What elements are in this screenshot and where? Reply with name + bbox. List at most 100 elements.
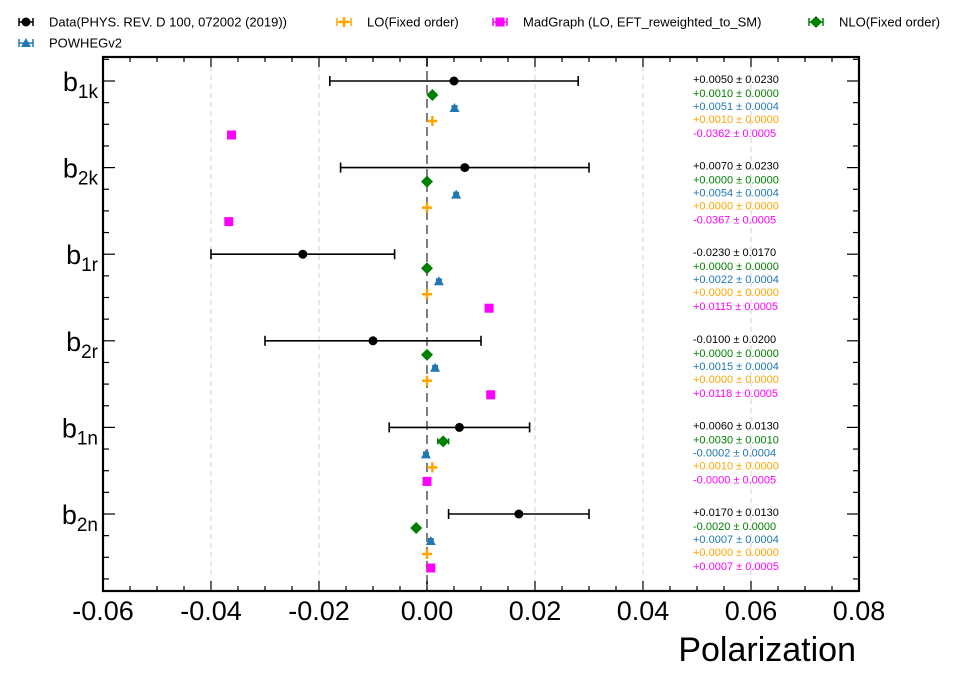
legend-item: MadGraph (LO, EFT_reweighted_to_SM)	[492, 15, 761, 30]
data-point	[410, 522, 423, 534]
legend-label: MadGraph (LO, EFT_reweighted_to_SM)	[523, 15, 761, 30]
data-point	[421, 262, 433, 275]
legend-item: Data(PHYS. REV. D 100, 072002 (2019))	[18, 15, 287, 30]
legend-marker	[495, 17, 505, 27]
point-marker	[227, 130, 237, 140]
data-point	[449, 103, 460, 112]
point-marker	[433, 276, 444, 286]
x-tick-label: -0.02	[288, 596, 350, 626]
data-point	[421, 175, 433, 188]
data-point	[210, 249, 396, 260]
x-tick-labels: -0.06 -0.04 -0.02 0.00 0.02 0.04 0.06 0.08	[72, 596, 885, 626]
data-point	[436, 435, 450, 448]
value-label: +0.0050 ± 0.0230	[693, 74, 779, 86]
value-label: -0.0362 ± 0.0005	[693, 128, 776, 140]
legend-marker	[810, 16, 822, 28]
point-marker	[426, 89, 439, 101]
value-label: +0.0051 ± 0.0004	[693, 101, 779, 113]
category-label-main: b	[62, 413, 77, 443]
value-label: -0.0000 ± 0.0005	[693, 474, 776, 486]
point-marker	[410, 522, 423, 534]
legend-label: NLO(Fixed order)	[839, 15, 940, 30]
value-label: +0.0115 ± 0.0005	[693, 301, 778, 313]
point-marker	[486, 390, 496, 400]
x-tick-label: -0.06	[72, 596, 134, 626]
point-marker	[422, 202, 432, 213]
category-label: b2k	[63, 154, 99, 190]
category-label-subscript: 1k	[78, 82, 99, 103]
point-marker	[425, 536, 436, 545]
category-label: b1r	[66, 240, 99, 276]
data-points	[210, 76, 590, 573]
data-point	[422, 289, 432, 300]
value-label: -0.0100 ± 0.0200	[693, 334, 776, 346]
data-point	[420, 449, 431, 459]
value-label: +0.0000 ± 0.0000	[693, 287, 779, 299]
point-marker	[437, 435, 450, 448]
value-label: +0.0010 ± 0.0000	[693, 460, 779, 472]
data-point	[339, 162, 590, 173]
value-label: +0.0010 ± 0.0000	[693, 114, 779, 126]
data-point	[421, 348, 433, 361]
value-label: +0.0000 ± 0.0000	[693, 201, 779, 213]
category-label-main: b	[63, 154, 78, 184]
point-marker	[451, 189, 462, 199]
value-label: -0.0002 ± 0.0004	[693, 447, 776, 459]
value-label: +0.0030 ± 0.0010	[693, 434, 779, 446]
data-point	[227, 130, 237, 140]
x-axis-title: Polarization	[678, 631, 856, 669]
x-tick-label: 0.00	[401, 596, 454, 626]
point-marker	[449, 76, 459, 86]
point-marker	[420, 449, 431, 459]
data-point	[451, 189, 462, 199]
point-marker	[484, 303, 494, 313]
value-label: -0.0020 ± 0.0000	[693, 521, 776, 533]
value-label: +0.0010 ± 0.0000	[693, 88, 779, 100]
category-label-subscript: 2k	[78, 169, 99, 190]
data-point	[426, 89, 439, 101]
category-label: b1k	[63, 67, 99, 103]
point-marker	[454, 422, 464, 432]
point-marker	[422, 549, 432, 559]
data-point	[447, 509, 590, 519]
category-label-main: b	[66, 327, 81, 357]
point-marker	[426, 563, 436, 573]
point-marker	[422, 375, 432, 386]
data-point	[430, 362, 441, 372]
point-marker	[427, 462, 438, 473]
value-label: +0.0054 ± 0.0004	[693, 188, 779, 200]
legend: Data(PHYS. REV. D 100, 072002 (2019)) LO(…	[18, 15, 940, 51]
value-label: +0.0000 ± 0.0000	[693, 374, 779, 386]
x-tick-label: 0.04	[617, 596, 670, 626]
data-point	[425, 536, 436, 545]
data-point	[486, 390, 496, 400]
data-point	[426, 563, 436, 573]
point-marker	[449, 103, 460, 112]
category-label-subscript: 2n	[77, 515, 98, 536]
value-label: +0.0000 ± 0.0000	[693, 348, 779, 360]
legend-label: Data(PHYS. REV. D 100, 072002 (2019))	[49, 15, 287, 30]
value-labels: +0.0050 ± 0.0230+0.0010 ± 0.0000+0.0051 …	[693, 74, 779, 573]
point-marker	[422, 289, 432, 300]
value-label: +0.0000 ± 0.0000	[693, 175, 779, 187]
value-label: +0.0015 ± 0.0004	[693, 361, 779, 373]
x-tick-label: 0.06	[725, 596, 778, 626]
point-marker	[422, 476, 432, 486]
legend-marker	[21, 17, 31, 27]
value-label: +0.0007 ± 0.0004	[693, 534, 779, 546]
point-marker	[514, 509, 524, 519]
value-label: -0.0230 ± 0.0170	[693, 247, 776, 259]
value-label: +0.0170 ± 0.0130	[693, 507, 779, 519]
value-label: +0.0000 ± 0.0000	[693, 261, 779, 273]
data-point	[264, 335, 482, 346]
data-point	[427, 462, 438, 473]
point-marker	[460, 163, 470, 173]
category-label: b2n	[62, 500, 98, 536]
legend-item: POWHEGv2	[18, 36, 122, 51]
legend-marker	[21, 38, 31, 47]
point-marker	[368, 336, 378, 346]
legend-label: LO(Fixed order)	[367, 15, 459, 30]
data-point	[422, 375, 432, 386]
x-tick-label: -0.04	[180, 596, 242, 626]
